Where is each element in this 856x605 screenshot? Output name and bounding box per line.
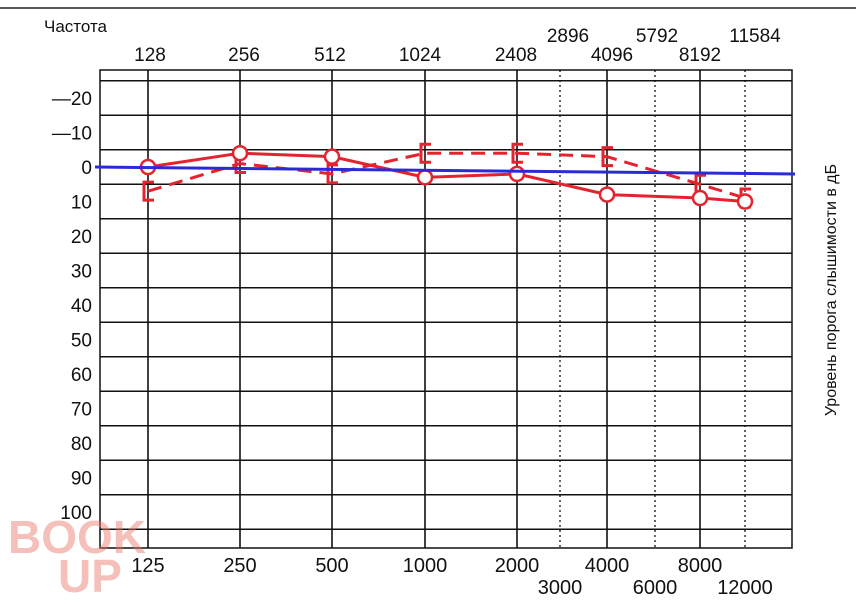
bracket-marker xyxy=(142,180,154,202)
watermark-text-line2: UP xyxy=(58,550,122,600)
x-tick-label-bottom-intermediate: 6000 xyxy=(633,577,678,599)
circle-marker xyxy=(691,189,709,207)
x-tick-label-bottom: 500 xyxy=(315,555,348,577)
bracket-marker xyxy=(511,142,523,164)
circle-marker xyxy=(598,186,616,203)
y-tick-label: 20 xyxy=(71,227,92,248)
series-line-dashed xyxy=(147,151,746,200)
circle-marker xyxy=(323,148,341,165)
x-tick-label-bottom: 250 xyxy=(223,555,256,577)
y-tick-label: —10 xyxy=(52,124,92,145)
x-tick-label-bottom: 125 xyxy=(131,555,164,577)
x-tick-label-bottom: 4000 xyxy=(585,555,630,577)
x-tick-label-top: 2408 xyxy=(495,45,537,66)
y-tick-label: 60 xyxy=(71,365,92,386)
y-tick-label: 30 xyxy=(71,262,92,283)
watermark-text-line1: BOOK xyxy=(8,511,146,563)
x-tick-label-bottom: 8000 xyxy=(678,555,723,577)
y-tick-label: 40 xyxy=(71,296,92,317)
x-tick-label-bottom-intermediate: 12000 xyxy=(717,577,773,599)
x-tick-label-bottom: 2000 xyxy=(495,555,540,577)
x-tick-label-top-intermediate: 5792 xyxy=(636,26,678,47)
y-axis-label: Уровень порога слышимости в дБ xyxy=(823,164,840,416)
x-tick-label-bottom: 1000 xyxy=(403,555,448,577)
circle-marker xyxy=(508,165,526,183)
bracket-marker xyxy=(419,142,431,164)
chart-title: Частота xyxy=(44,17,108,36)
y-tick-label: 50 xyxy=(71,331,92,352)
y-tick-label: 10 xyxy=(71,193,92,214)
circle-marker xyxy=(416,169,434,186)
x-tick-label-top-intermediate: 2896 xyxy=(547,26,589,47)
y-tick-label: —20 xyxy=(52,89,92,110)
x-tick-label-top: 8192 xyxy=(679,45,721,66)
series-line-solid xyxy=(147,151,746,203)
x-tick-label-top: 256 xyxy=(228,45,260,66)
x-tick-label-top: 1024 xyxy=(399,45,442,66)
y-tick-label: 0 xyxy=(81,158,92,179)
x-tick-label-top: 512 xyxy=(314,45,346,66)
reference-line-zero xyxy=(94,165,796,176)
y-tick-label: 100 xyxy=(60,503,92,524)
x-tick-label-bottom-intermediate: 3000 xyxy=(538,577,583,599)
bracket-marker xyxy=(601,146,613,168)
circle-marker xyxy=(736,193,754,210)
x-tick-label-top: 4096 xyxy=(591,45,633,66)
circle-marker xyxy=(231,144,249,162)
x-tick-label-top: 128 xyxy=(134,45,166,66)
y-tick-label: 90 xyxy=(71,469,92,490)
y-tick-label: 80 xyxy=(71,434,92,455)
y-tick-label: 70 xyxy=(71,400,92,421)
x-tick-label-top-intermediate: 11584 xyxy=(729,26,781,47)
bracket-marker xyxy=(326,163,338,185)
plot-border xyxy=(99,69,793,549)
